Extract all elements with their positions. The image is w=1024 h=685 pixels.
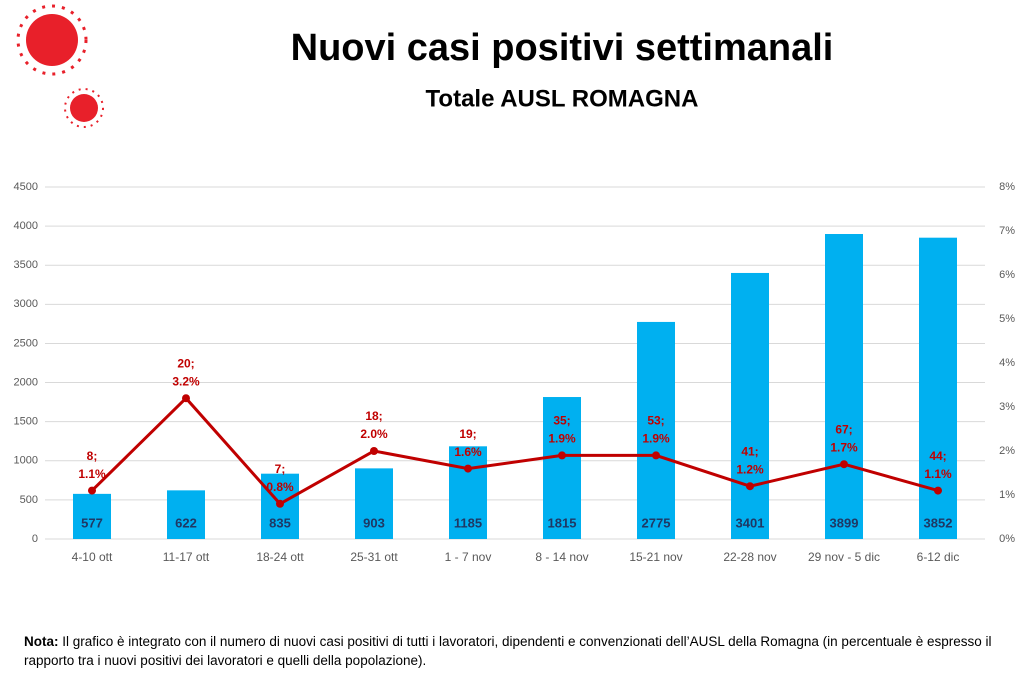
line-value-label: 1.9% xyxy=(642,432,670,446)
y-tick-label: 4000 xyxy=(14,220,38,232)
x-tick-label: 18-24 ott xyxy=(256,550,304,564)
line-value-label: 19; xyxy=(459,427,476,441)
y-tick-label: 500 xyxy=(20,494,38,506)
line-value-label: 1.2% xyxy=(736,462,764,476)
y-tick-label: 3000 xyxy=(14,298,38,310)
line-point xyxy=(652,451,660,460)
bar-value-label: 1185 xyxy=(454,515,482,530)
line-point xyxy=(934,486,942,495)
bar-value-label: 577 xyxy=(81,515,103,530)
bar-value-label: 835 xyxy=(269,515,291,530)
y2-tick-label: 8% xyxy=(999,181,1015,193)
y2-tick-label: 5% xyxy=(999,313,1015,325)
title: Nuovi casi positivi settimanali xyxy=(291,27,834,69)
line-value-label: 41; xyxy=(741,444,758,458)
line-point xyxy=(88,486,96,495)
bar-value-label: 1815 xyxy=(548,515,577,530)
bar xyxy=(543,397,581,539)
y-tick-label: 2000 xyxy=(14,376,38,388)
bar-value-label: 903 xyxy=(363,515,385,530)
line xyxy=(90,396,939,506)
chart: Nuovi casi positivi settimanali Totale A… xyxy=(14,4,1015,564)
x-tick-label: 6-12 dic xyxy=(917,550,960,564)
line-value-label: 0.8% xyxy=(266,480,294,494)
bar xyxy=(637,321,675,539)
bar xyxy=(355,468,393,539)
y2-tick-label: 3% xyxy=(999,401,1015,413)
x-tick-label: 25-31 ott xyxy=(350,550,398,564)
y2-tick-label: 2% xyxy=(999,445,1015,457)
line-value-label: 3.2% xyxy=(172,374,200,388)
x-tick-label: 29 nov - 5 dic xyxy=(808,550,880,564)
line-value-label: 1.7% xyxy=(830,440,858,454)
y2-tick-label: 6% xyxy=(999,269,1015,281)
bar xyxy=(73,493,111,539)
line-value-label: 53; xyxy=(647,414,664,428)
y2-tick-label: 4% xyxy=(999,357,1015,369)
line-value-label: 67; xyxy=(835,422,852,436)
line-point xyxy=(840,460,848,469)
line-point xyxy=(370,447,378,455)
x-tick-label: 15-21 nov xyxy=(629,550,682,564)
x-tick-label: 22-28 nov xyxy=(723,550,776,564)
line-value-label: 8; xyxy=(87,449,98,463)
bar xyxy=(449,446,487,539)
line-value-label: 1.1% xyxy=(924,467,952,481)
line-value-label: 44; xyxy=(929,449,946,463)
line-point xyxy=(464,464,472,473)
y2-tick-label: 0% xyxy=(999,533,1015,545)
virus-icon xyxy=(16,4,104,128)
line-value-label: 35; xyxy=(553,414,570,428)
line-point xyxy=(746,482,754,491)
y-tick-label: 2500 xyxy=(14,337,38,349)
y-tick-label: 1000 xyxy=(14,455,38,467)
y-tick-label: 3500 xyxy=(14,259,38,271)
line-value-label: 1.9% xyxy=(548,432,576,446)
bar-value-label: 622 xyxy=(175,515,197,530)
y2-tick-label: 7% xyxy=(999,225,1015,237)
y-tick-label: 4500 xyxy=(14,181,38,193)
line-value-label: 20; xyxy=(177,356,194,370)
line-value-label: 1.6% xyxy=(454,445,482,459)
note: Nota: Il grafico è integrato con il nume… xyxy=(24,632,1009,670)
line-point xyxy=(182,394,190,403)
x-tick-label: 8 - 14 nov xyxy=(535,550,588,564)
y-tick-label: 1500 xyxy=(14,416,38,428)
bar xyxy=(731,272,769,539)
bar-value-label: 3401 xyxy=(736,515,765,530)
note-label: Nota: xyxy=(24,634,59,649)
subtitle: Totale AUSL ROMAGNA xyxy=(426,85,699,112)
x-tick-label: 4-10 ott xyxy=(72,550,113,564)
y2-tick-label: 1% xyxy=(999,489,1015,501)
note-text: Il grafico è integrato con il numero di … xyxy=(24,634,992,668)
bar xyxy=(825,234,863,540)
line-value-label: 7; xyxy=(275,462,286,476)
y-tick-label: 0 xyxy=(32,533,38,545)
bar-value-label: 3852 xyxy=(924,515,953,530)
bar xyxy=(167,490,205,539)
bar-value-label: 2775 xyxy=(642,515,671,530)
x-tick-label: 11-17 ott xyxy=(163,550,210,564)
line-value-label: 18; xyxy=(365,409,382,423)
line-value-label: 2.0% xyxy=(360,427,388,441)
line-value-label: 1.1% xyxy=(78,467,106,481)
line-point xyxy=(276,499,284,508)
x-tick-label: 1 - 7 nov xyxy=(445,550,492,564)
line-point xyxy=(558,451,566,460)
bar-value-label: 3899 xyxy=(830,515,859,530)
